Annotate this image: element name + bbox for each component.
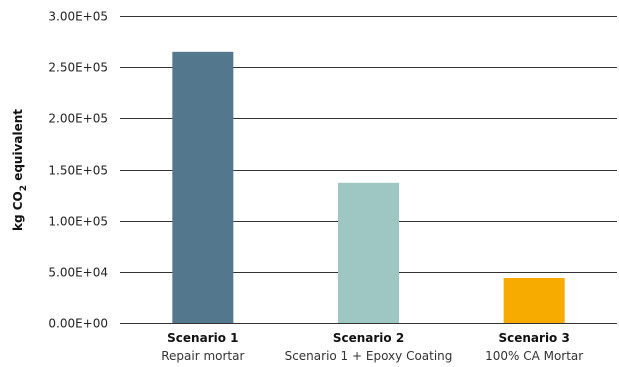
y-tick-label: 1.50E+05 xyxy=(48,164,108,178)
x-category-label: Scenario 3 xyxy=(498,331,569,345)
x-category-label: Scenario 2 xyxy=(333,331,404,345)
bar xyxy=(503,277,565,323)
x-axis-labels: Scenario 1 Repair mortar Scenario 2 Scenari… xyxy=(161,331,583,363)
y-tick-label: 2.00E+05 xyxy=(48,112,108,126)
y-axis-label: kg CO2 equivalent xyxy=(11,109,29,231)
y-tick-label: 3.00E+05 xyxy=(48,10,108,24)
x-category-sublabel: 100% CA Mortar xyxy=(485,349,583,363)
y-axis-label-subscript: 2 xyxy=(19,185,29,191)
y-tick-label: 1.00E+05 xyxy=(48,215,108,229)
y-axis-ticks: 0.00E+00 5.00E+04 1.00E+05 1.50E+05 2.00E+05… xyxy=(48,10,108,331)
bars xyxy=(172,51,565,324)
bar xyxy=(338,182,399,323)
x-category-sublabel: Repair mortar xyxy=(161,349,244,363)
x-category-sublabel: Scenario 1 + Epoxy Coating xyxy=(285,349,453,363)
y-tick-label: 5.00E+04 xyxy=(48,266,108,280)
y-axis-label-main: kg CO xyxy=(11,191,25,231)
bar xyxy=(172,51,234,324)
y-tick-label: 2.50E+05 xyxy=(48,61,108,75)
y-axis-label-tail: equivalent xyxy=(11,109,25,185)
y-tick-label: 0.00E+00 xyxy=(48,317,108,331)
x-category-label: Scenario 1 xyxy=(167,331,238,345)
